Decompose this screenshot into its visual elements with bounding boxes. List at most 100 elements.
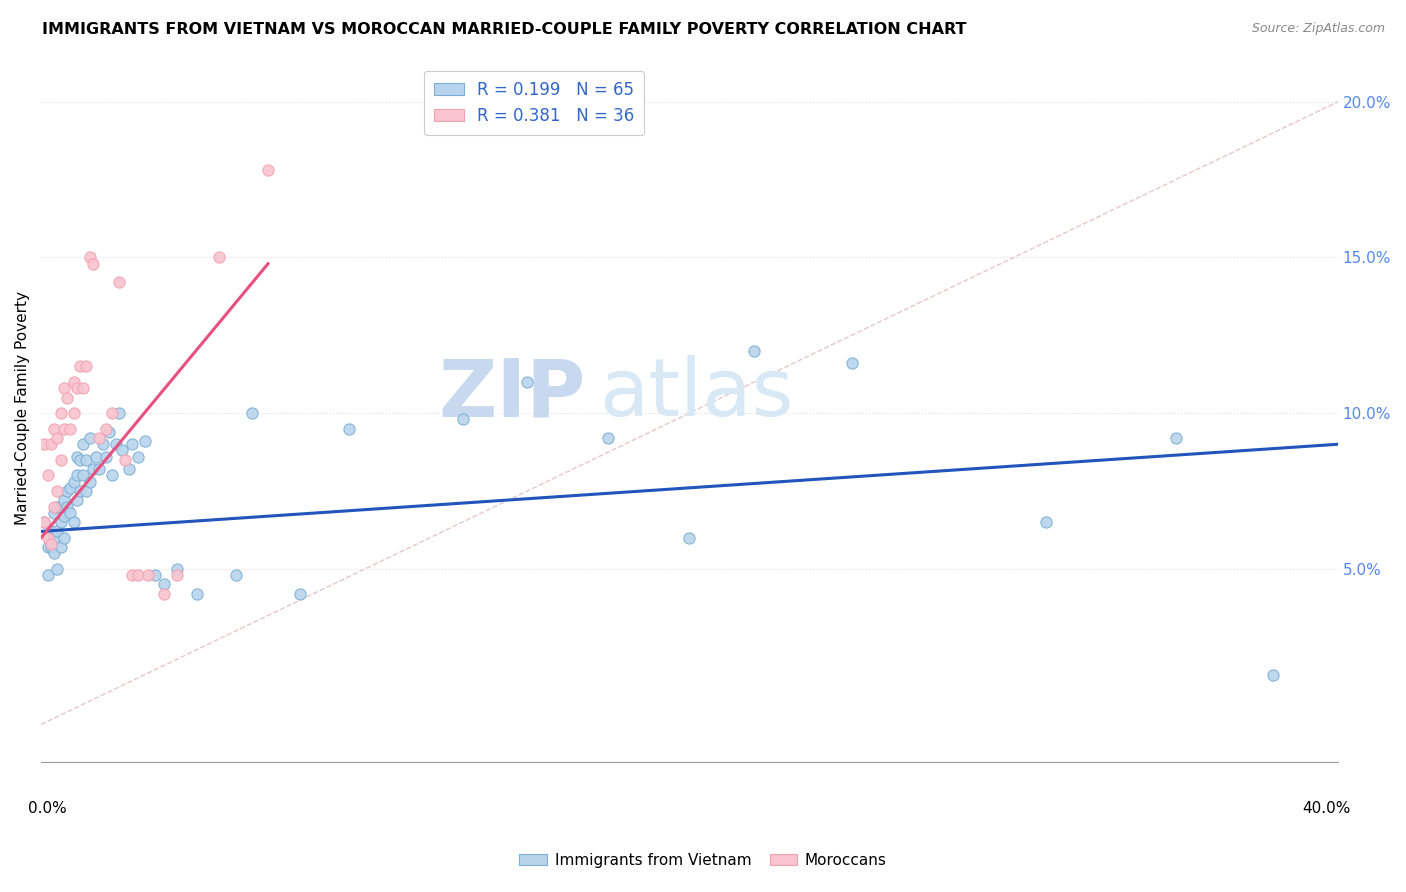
Point xyxy=(62,475,84,489)
Point xyxy=(39,437,62,451)
Point xyxy=(46,524,69,539)
Point xyxy=(240,406,263,420)
Point xyxy=(59,506,82,520)
Point xyxy=(42,500,65,514)
Point xyxy=(451,412,474,426)
Point xyxy=(225,568,247,582)
Point xyxy=(166,562,188,576)
Point xyxy=(56,391,79,405)
Point xyxy=(598,431,620,445)
Point xyxy=(742,343,765,358)
Point xyxy=(56,500,79,514)
Point xyxy=(72,437,94,451)
Point xyxy=(98,425,121,439)
Point xyxy=(42,506,65,520)
Text: 0.0%: 0.0% xyxy=(28,801,67,815)
Point xyxy=(49,452,72,467)
Point xyxy=(42,531,65,545)
Point xyxy=(134,434,156,449)
Point xyxy=(186,587,208,601)
Point xyxy=(117,462,139,476)
Legend: R = 0.199   N = 65, R = 0.381   N = 36: R = 0.199 N = 65, R = 0.381 N = 36 xyxy=(423,70,644,135)
Point xyxy=(76,483,98,498)
Point xyxy=(69,483,91,498)
Point xyxy=(79,431,101,445)
Point xyxy=(121,437,143,451)
Point xyxy=(108,406,131,420)
Point xyxy=(52,381,75,395)
Point xyxy=(101,468,124,483)
Point xyxy=(108,276,131,290)
Point xyxy=(39,524,62,539)
Text: IMMIGRANTS FROM VIETNAM VS MOROCCAN MARRIED-COUPLE FAMILY POVERTY CORRELATION CH: IMMIGRANTS FROM VIETNAM VS MOROCCAN MARR… xyxy=(42,22,967,37)
Y-axis label: Married-Couple Family Poverty: Married-Couple Family Poverty xyxy=(15,292,30,525)
Point xyxy=(79,251,101,265)
Point xyxy=(39,537,62,551)
Point xyxy=(72,468,94,483)
Text: atlas: atlas xyxy=(599,355,793,434)
Point xyxy=(136,568,159,582)
Point xyxy=(111,443,134,458)
Point xyxy=(76,359,98,374)
Point xyxy=(39,540,62,554)
Point xyxy=(62,375,84,389)
Point xyxy=(678,531,700,545)
Point xyxy=(104,437,127,451)
Point xyxy=(153,577,176,591)
Point xyxy=(66,381,89,395)
Point xyxy=(89,431,111,445)
Point xyxy=(82,257,104,271)
Point xyxy=(59,481,82,495)
Point xyxy=(34,515,56,529)
Point xyxy=(94,422,117,436)
Point xyxy=(42,546,65,560)
Point xyxy=(66,468,89,483)
Point xyxy=(66,493,89,508)
Point xyxy=(1261,667,1284,681)
Point xyxy=(34,437,56,451)
Point xyxy=(127,568,149,582)
Point xyxy=(91,437,114,451)
Point xyxy=(42,422,65,436)
Point xyxy=(37,468,59,483)
Point xyxy=(37,531,59,545)
Point xyxy=(121,568,143,582)
Point xyxy=(37,568,59,582)
Point xyxy=(37,540,59,554)
Point xyxy=(127,450,149,464)
Point xyxy=(56,483,79,498)
Point xyxy=(62,406,84,420)
Point xyxy=(49,515,72,529)
Point xyxy=(94,450,117,464)
Point xyxy=(79,475,101,489)
Point xyxy=(52,531,75,545)
Point xyxy=(46,431,69,445)
Point xyxy=(34,515,56,529)
Legend: Immigrants from Vietnam, Moroccans: Immigrants from Vietnam, Moroccans xyxy=(513,847,893,873)
Point xyxy=(101,406,124,420)
Point xyxy=(166,568,188,582)
Point xyxy=(46,483,69,498)
Point xyxy=(62,515,84,529)
Text: Source: ZipAtlas.com: Source: ZipAtlas.com xyxy=(1251,22,1385,36)
Point xyxy=(337,422,360,436)
Point xyxy=(114,452,136,467)
Point xyxy=(66,450,89,464)
Point xyxy=(46,500,69,514)
Point xyxy=(69,452,91,467)
Point xyxy=(84,450,107,464)
Point xyxy=(52,493,75,508)
Point xyxy=(143,568,166,582)
Point xyxy=(46,562,69,576)
Point xyxy=(1035,515,1057,529)
Point xyxy=(52,422,75,436)
Point xyxy=(52,508,75,523)
Point xyxy=(153,587,176,601)
Point xyxy=(1164,431,1187,445)
Point xyxy=(76,452,98,467)
Point xyxy=(72,381,94,395)
Point xyxy=(841,356,863,370)
Point xyxy=(49,540,72,554)
Point xyxy=(208,251,231,265)
Point xyxy=(69,359,91,374)
